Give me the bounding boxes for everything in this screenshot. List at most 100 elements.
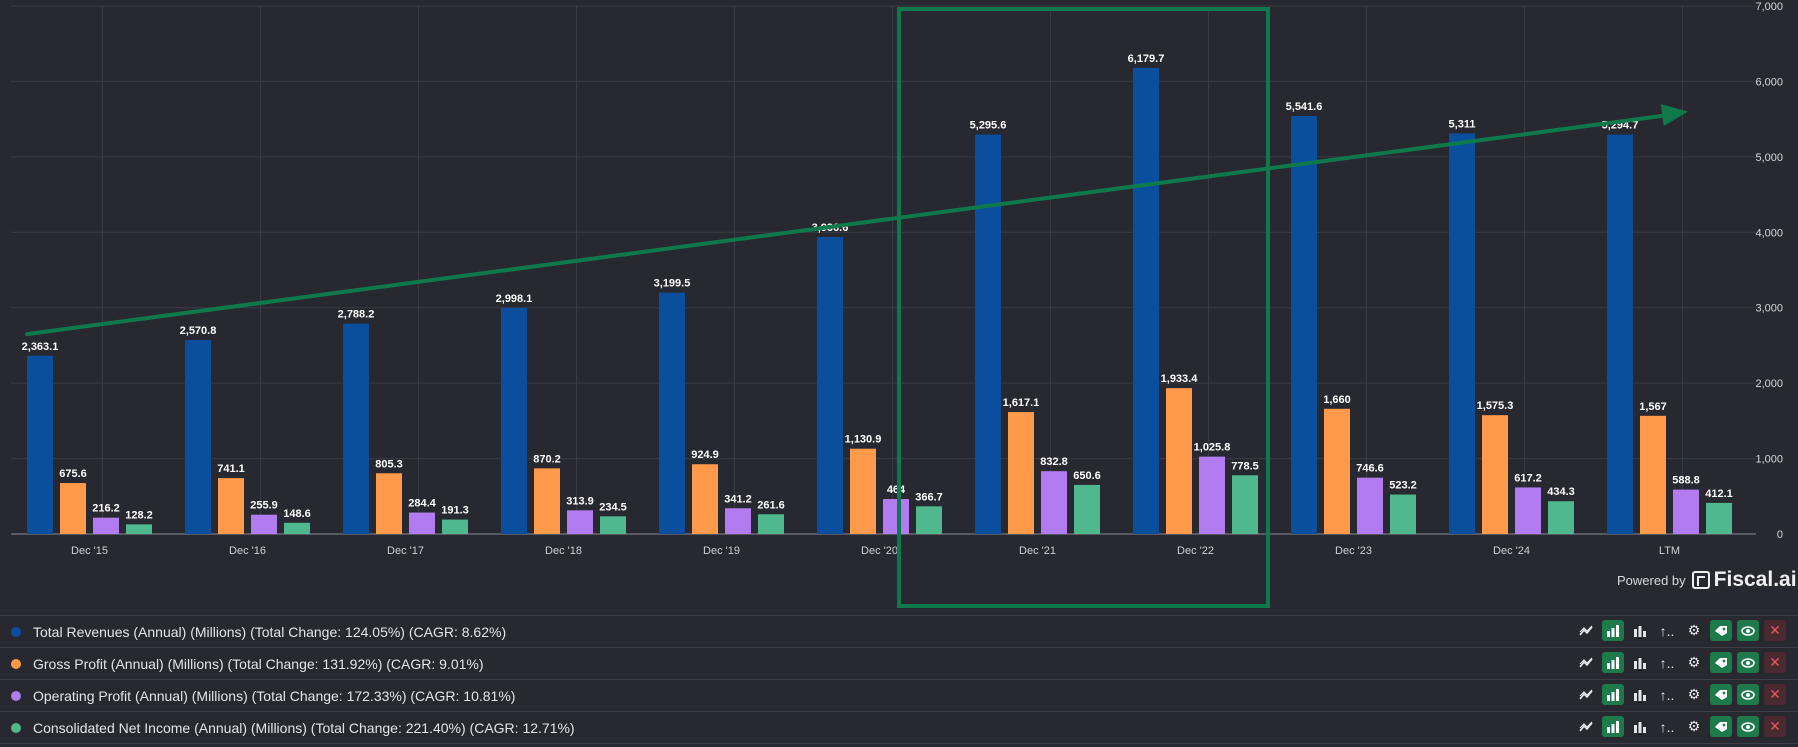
powered-by-text: Powered by: [1617, 572, 1686, 588]
data-label: 2,363.1: [22, 341, 59, 353]
data-label: 1,025.8: [1194, 442, 1231, 454]
y-tick-label: 0: [1777, 529, 1783, 541]
x-tick-label: Dec '16: [229, 545, 266, 557]
data-label: 588.8: [1672, 475, 1700, 487]
bar: [60, 483, 86, 534]
x-tick-label: Dec '21: [1019, 545, 1056, 557]
bar-chart-icon[interactable]: [1602, 716, 1624, 737]
data-label: 128.2: [125, 509, 153, 521]
data-label: 5,311: [1449, 118, 1476, 130]
bar: [1482, 415, 1508, 534]
x-tick-label: Dec '18: [545, 545, 582, 557]
close-icon[interactable]: ✕: [1764, 620, 1786, 641]
data-label: 2,788.2: [338, 309, 375, 321]
line-chart-icon[interactable]: [1575, 684, 1597, 705]
data-label: 2,570.8: [180, 325, 217, 337]
sort-icon[interactable]: ↑..: [1659, 622, 1675, 639]
powered-by-badge[interactable]: Powered by Fiscal.ai: [1617, 568, 1797, 592]
eye-icon[interactable]: [1737, 684, 1759, 705]
y-tick-label: 7,000: [1755, 1, 1783, 13]
bar: [1133, 67, 1159, 534]
stacked-bar-icon[interactable]: [1629, 652, 1651, 673]
gear-icon[interactable]: ⚙: [1687, 686, 1701, 702]
y-tick-label: 2,000: [1755, 378, 1783, 390]
eye-icon[interactable]: [1737, 716, 1759, 737]
line-chart-icon[interactable]: [1575, 620, 1597, 641]
data-label: 284.4: [408, 498, 436, 510]
bar-chart-icon[interactable]: [1602, 652, 1624, 673]
bar-chart-icon[interactable]: [1602, 620, 1624, 641]
legend-row-revenue: Total Revenues (Annual) (Millions) (Tota…: [0, 615, 1798, 647]
close-icon[interactable]: ✕: [1764, 684, 1786, 705]
x-tick-label: Dec '20: [861, 545, 898, 557]
bar: [1074, 484, 1100, 534]
bar: [1548, 501, 1574, 534]
bar: [1008, 412, 1034, 534]
tag-icon[interactable]: [1710, 716, 1732, 737]
bar: [1449, 133, 1475, 534]
gear-icon[interactable]: ⚙: [1687, 622, 1701, 638]
bar: [1390, 494, 1416, 534]
data-label: 1,575.3: [1477, 400, 1514, 412]
highlight-box: [897, 7, 1270, 608]
data-label: 617.2: [1514, 472, 1542, 484]
line-chart-icon[interactable]: [1575, 652, 1597, 673]
fiscal-logo-icon: [1691, 571, 1710, 589]
sort-icon[interactable]: ↑..: [1659, 654, 1675, 671]
bar: [1607, 134, 1633, 534]
data-label: 805.3: [375, 458, 403, 470]
eye-icon[interactable]: [1737, 620, 1759, 641]
bar: [1706, 502, 1732, 534]
series-tools: ↑.. ⚙ ✕: [1575, 620, 1786, 641]
gear-icon[interactable]: ⚙: [1687, 654, 1701, 670]
data-label: 2,998.1: [496, 293, 533, 305]
data-label: 313.9: [566, 495, 594, 507]
sort-icon[interactable]: ↑..: [1659, 718, 1675, 735]
bar: [817, 237, 843, 535]
legend-label: Total Revenues (Annual) (Millions) (Tota…: [33, 623, 507, 640]
close-icon[interactable]: ✕: [1764, 716, 1786, 737]
tag-icon[interactable]: [1710, 652, 1732, 673]
tag-icon[interactable]: [1710, 620, 1732, 641]
close-icon[interactable]: ✕: [1764, 652, 1786, 673]
x-tick-label: Dec '22: [1177, 545, 1214, 557]
bar: [600, 516, 626, 534]
stacked-bar-icon[interactable]: [1629, 716, 1651, 737]
bar: [501, 307, 527, 534]
bar: [343, 323, 369, 534]
data-label: 523.2: [1389, 480, 1417, 492]
chart: 0 1,000 2,000 3,000 4,000 5,000 6,000 7,000 2,36…: [11, 1, 1783, 608]
bar: [534, 468, 560, 534]
series-tools: ↑.. ⚙ ✕: [1575, 684, 1786, 705]
bar: [883, 499, 909, 534]
bar: [284, 522, 310, 534]
bar-chart-icon[interactable]: [1602, 684, 1624, 705]
line-chart-icon[interactable]: [1575, 716, 1597, 737]
stacked-bar-icon[interactable]: [1629, 620, 1651, 641]
bar: [692, 464, 718, 534]
data-label: 1,567: [1639, 401, 1667, 413]
data-label: 1,617.1: [1003, 397, 1040, 409]
bar: [1199, 456, 1225, 534]
tag-icon[interactable]: [1710, 684, 1732, 705]
data-label: 341.2: [724, 493, 752, 505]
data-label: 148.6: [283, 508, 311, 520]
bar: [251, 514, 277, 534]
data-label: 778.5: [1231, 460, 1259, 472]
bar: [1041, 471, 1067, 534]
legend-row-operating-profit: Operating Profit (Annual) (Millions) (To…: [0, 679, 1798, 711]
bar: [1357, 477, 1383, 534]
series-tools: ↑.. ⚙ ✕: [1575, 716, 1786, 737]
y-tick-label: 5,000: [1755, 152, 1783, 164]
sort-icon[interactable]: ↑..: [1659, 686, 1675, 703]
data-label: 5,295.6: [970, 120, 1007, 132]
data-label: 464: [887, 484, 906, 496]
data-label: 6,179.7: [1128, 53, 1165, 65]
data-label: 261.6: [757, 499, 785, 511]
bar: [409, 512, 435, 534]
eye-icon[interactable]: [1737, 652, 1759, 673]
gear-icon[interactable]: ⚙: [1687, 718, 1701, 734]
stacked-bar-icon[interactable]: [1629, 684, 1651, 705]
series-tools: ↑.. ⚙ ✕: [1575, 652, 1786, 673]
data-label: 746.6: [1356, 463, 1384, 475]
